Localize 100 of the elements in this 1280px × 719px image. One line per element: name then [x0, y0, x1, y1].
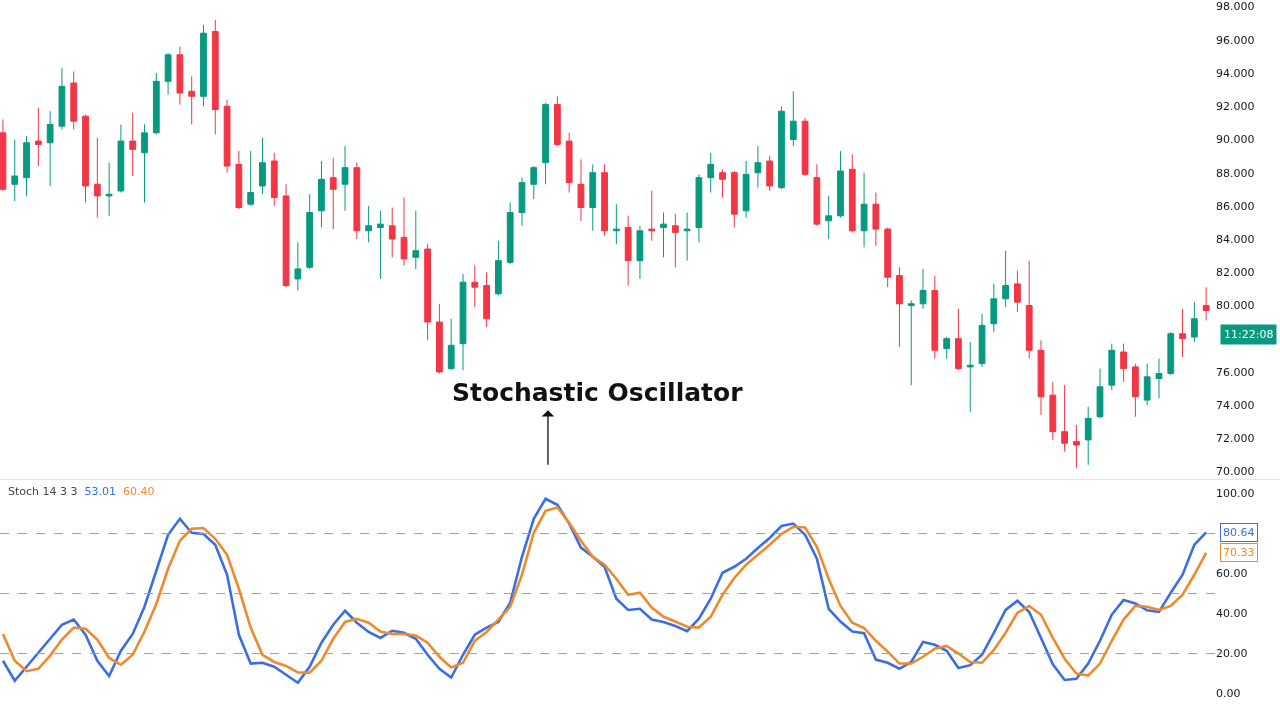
candlestick: [164, 52, 172, 96]
candlestick: [766, 155, 774, 192]
candlestick: [436, 303, 443, 375]
candlestick: [11, 138, 19, 202]
candlestick: [754, 145, 762, 189]
candlestick: [377, 210, 384, 280]
candlestick: [365, 205, 373, 243]
candlestick: [1167, 331, 1175, 376]
candlestick: [1037, 339, 1045, 416]
y-tick-label: 80.000: [1216, 299, 1255, 313]
text: 70.33: [1223, 546, 1255, 559]
candlestick: [1120, 343, 1127, 383]
candlestick: [200, 24, 207, 107]
candlestick: [1108, 343, 1116, 391]
candlestick: [719, 168, 726, 199]
candlestick: [223, 99, 231, 174]
candlestick: [318, 160, 325, 228]
candlestick: [247, 150, 255, 207]
candlestick: [294, 241, 302, 292]
y-tick-label: 86.000: [1216, 199, 1255, 213]
candlestick: [660, 212, 667, 258]
candlestick: [329, 157, 337, 230]
candlestick: [978, 313, 986, 368]
text: 80.64: [1223, 526, 1255, 539]
candlestick: [1073, 424, 1080, 469]
candlestick: [270, 152, 278, 207]
candlestick: [518, 177, 526, 227]
candlestick: [105, 162, 113, 217]
candlestick: [129, 112, 137, 177]
candlestick: [825, 195, 833, 240]
candlestick: [1014, 270, 1021, 313]
candlestick: [1131, 363, 1139, 418]
y-tick-label: 72.000: [1216, 432, 1255, 446]
candlestick: [671, 213, 679, 268]
candlestick: [235, 150, 243, 210]
candlestick: [884, 226, 892, 288]
candlestick: [306, 193, 314, 270]
y-tick-label: 76.000: [1216, 365, 1255, 379]
candlestick: [1143, 363, 1151, 406]
y-tick-label: 92.000: [1216, 100, 1255, 114]
y-tick-label: 98.000: [1216, 0, 1255, 14]
candlestick: [70, 70, 78, 130]
candlestick: [1202, 286, 1210, 321]
candlestick: [46, 110, 54, 187]
candlestick: [542, 102, 549, 185]
candlestick: [919, 268, 927, 310]
candlestick: [872, 192, 880, 247]
candlestick: [1179, 308, 1186, 358]
candlestick: [93, 137, 101, 218]
candlestick: [1049, 381, 1057, 441]
candlestick: [341, 145, 349, 212]
candlestick: [412, 210, 420, 270]
candlestick: [176, 45, 184, 106]
candlestick: [353, 162, 361, 240]
candlestick: [848, 153, 856, 233]
text: 11:22:08: [1224, 328, 1274, 341]
y-tick-label: 100.00: [1216, 487, 1255, 501]
candlestick: [931, 275, 939, 360]
candlestick: [966, 341, 974, 413]
candlestick: [813, 163, 821, 227]
candlestick: [424, 243, 431, 341]
candlestick: [990, 283, 998, 333]
y-tick-label: 0.00: [1216, 687, 1241, 701]
candlestick: [82, 114, 89, 204]
candlestick: [211, 19, 219, 135]
candlestick: [400, 197, 408, 267]
candlestick: [730, 170, 738, 228]
y-tick-label: 90.000: [1216, 133, 1255, 147]
candlestick: [58, 67, 66, 130]
candlestick: [0, 119, 7, 192]
y-tick-label: 20.00: [1216, 647, 1248, 661]
candlestick: [553, 95, 561, 147]
candlestick: [648, 190, 656, 242]
y-tick-label: 84.000: [1216, 232, 1255, 246]
annotation: Stochastic Oscillator: [452, 378, 744, 407]
candlestick: [388, 207, 396, 258]
candlestick: [483, 271, 490, 328]
candlestick: [612, 203, 620, 245]
candlestick: [601, 163, 608, 237]
candlestick: [34, 107, 42, 167]
candlestick: [707, 152, 715, 194]
candlestick: [495, 240, 502, 297]
candlestick: [459, 273, 467, 371]
candlestick: [117, 124, 125, 194]
candlestick: [1190, 301, 1198, 343]
candlestick: [565, 132, 573, 194]
candlestick: [695, 173, 703, 243]
text: Stoch 14 3 3: [8, 485, 78, 498]
text: 53.01: [84, 485, 117, 498]
candlestick: [778, 105, 785, 190]
y-tick-label: 82.000: [1216, 266, 1255, 280]
y-tick-label: 40.00: [1216, 607, 1248, 621]
candlestick: [896, 266, 903, 348]
candlestick: [1155, 358, 1163, 399]
candlestick: [636, 225, 644, 280]
y-tick-label: 70.000: [1216, 465, 1255, 479]
candlestick: [23, 135, 30, 197]
candlestick: [955, 308, 962, 371]
text: 60.40: [123, 485, 155, 498]
candlestick: [860, 172, 868, 248]
